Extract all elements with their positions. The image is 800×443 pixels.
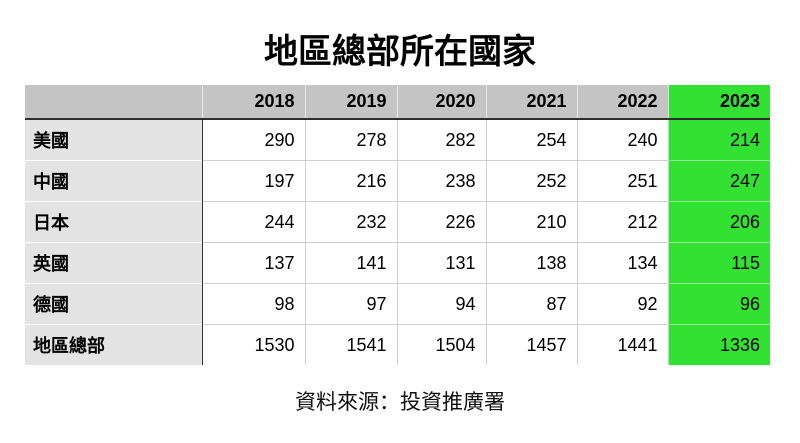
page-title: 地區總部所在國家 [264,33,536,71]
value-cell: 97 [304,283,397,325]
value-cell: 238 [396,160,486,202]
column-header-2020: 2020 [396,85,486,120]
value-cell: 1530 [201,324,305,365]
value-cell: 138 [485,242,577,284]
source-note: 資料來源：投資推廣署 [295,391,505,414]
value-cell: 252 [485,160,577,202]
value-cell: 212 [576,201,668,243]
table-row-total: 地區總部 1530 1541 1504 1457 1441 1336 [25,324,770,365]
value-cell: 282 [396,119,486,161]
value-cell-highlighted: 96 [667,283,770,325]
value-cell: 1504 [396,324,486,365]
value-cell: 251 [576,160,668,202]
table-row-japan: 日本 244 232 226 210 212 206 [25,201,770,243]
table-row-uk: 英國 137 141 131 138 134 115 [25,242,770,284]
row-label: 美國 [25,119,202,161]
value-cell: 216 [304,160,397,202]
column-header-2018: 2018 [201,85,305,120]
value-cell: 1541 [304,324,397,365]
row-label: 德國 [25,283,202,325]
value-cell: 92 [576,283,668,325]
value-cell-highlighted: 214 [667,119,770,161]
value-cell: 137 [201,242,305,284]
column-header-2021: 2021 [485,85,577,120]
row-label: 中國 [25,160,202,202]
value-cell: 278 [304,119,397,161]
data-table: 2018 2019 2020 2021 2022 2023 美國 290 278… [25,85,770,365]
value-cell: 254 [485,119,577,161]
table-row-germany: 德國 98 97 94 87 92 96 [25,283,770,325]
value-cell: 240 [576,119,668,161]
value-cell-highlighted: 115 [667,242,770,284]
value-cell: 131 [396,242,486,284]
value-cell: 197 [201,160,305,202]
value-cell: 1457 [485,324,577,365]
value-cell: 226 [396,201,486,243]
value-cell: 98 [201,283,305,325]
value-cell-highlighted: 247 [667,160,770,202]
row-label: 英國 [25,242,202,284]
column-header-2023-highlighted: 2023 [667,85,770,120]
value-cell: 94 [396,283,486,325]
value-cell-highlighted: 1336 [667,324,770,365]
value-cell: 1441 [576,324,668,365]
corner-cell [25,85,202,120]
row-label: 日本 [25,201,202,243]
value-cell: 244 [201,201,305,243]
row-label: 地區總部 [25,324,202,365]
column-header-2022: 2022 [576,85,668,120]
value-cell: 290 [201,119,305,161]
column-header-2019: 2019 [304,85,397,120]
table-row-usa: 美國 290 278 282 254 240 214 [25,119,770,161]
value-cell: 210 [485,201,577,243]
header-row: 2018 2019 2020 2021 2022 2023 [25,85,770,120]
value-cell: 232 [304,201,397,243]
value-cell: 134 [576,242,668,284]
table-row-china: 中國 197 216 238 252 251 247 [25,160,770,202]
value-cell: 87 [485,283,577,325]
value-cell: 141 [304,242,397,284]
value-cell-highlighted: 206 [667,201,770,243]
